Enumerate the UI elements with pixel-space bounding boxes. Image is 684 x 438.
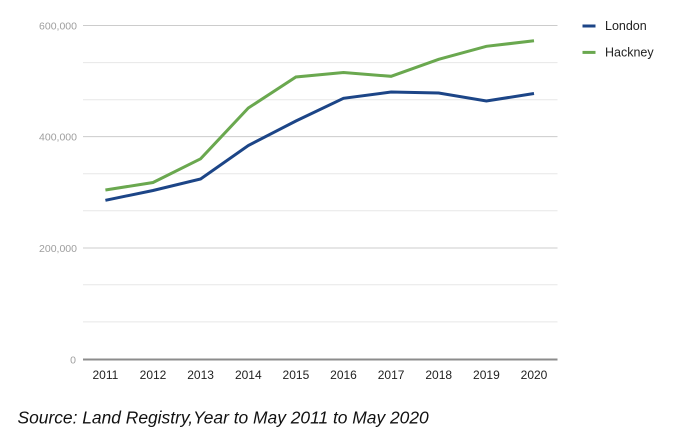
svg-text:2014: 2014 xyxy=(235,368,262,382)
svg-text:2018: 2018 xyxy=(425,368,452,382)
svg-text:2019: 2019 xyxy=(473,368,500,382)
svg-text:Hackney: Hackney xyxy=(605,46,654,60)
svg-text:London: London xyxy=(605,19,647,33)
svg-text:200,000: 200,000 xyxy=(39,243,77,255)
svg-text:2011: 2011 xyxy=(92,368,118,382)
svg-text:2020: 2020 xyxy=(521,368,548,382)
svg-text:2015: 2015 xyxy=(283,368,310,382)
svg-text:0: 0 xyxy=(70,355,76,367)
svg-text:400,000: 400,000 xyxy=(39,132,77,144)
svg-text:2012: 2012 xyxy=(140,368,167,382)
svg-text:2017: 2017 xyxy=(378,368,405,382)
svg-text:2013: 2013 xyxy=(187,368,214,382)
svg-text:Source: Land Registry,Year to: Source: Land Registry,Year to May 2011 t… xyxy=(18,408,429,428)
svg-text:600,000: 600,000 xyxy=(39,21,77,33)
svg-text:2016: 2016 xyxy=(330,368,357,382)
